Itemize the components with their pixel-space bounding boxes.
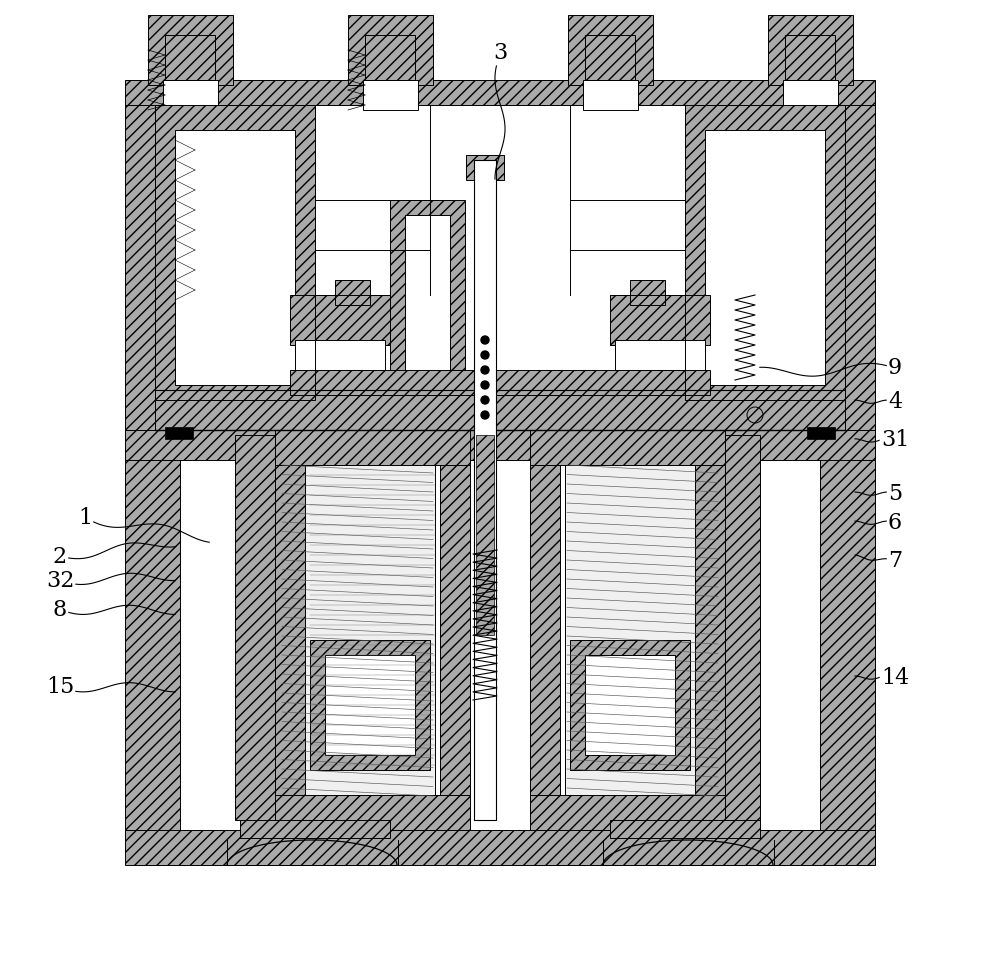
- Text: 32: 32: [46, 570, 74, 591]
- Bar: [390, 200, 465, 395]
- Bar: [165, 427, 193, 439]
- Bar: [615, 340, 705, 370]
- Text: 6: 6: [888, 512, 902, 533]
- Bar: [705, 130, 825, 385]
- Text: 8: 8: [53, 599, 67, 620]
- Bar: [610, 295, 710, 345]
- Bar: [290, 370, 710, 395]
- Bar: [807, 427, 835, 439]
- Bar: [585, 35, 635, 80]
- Bar: [530, 795, 725, 830]
- Text: 1: 1: [78, 507, 92, 529]
- Bar: [568, 15, 653, 85]
- Bar: [275, 465, 305, 795]
- Bar: [630, 280, 665, 305]
- Bar: [325, 655, 415, 755]
- Bar: [240, 820, 390, 838]
- Bar: [155, 105, 315, 400]
- Bar: [280, 460, 435, 800]
- Text: 2: 2: [53, 546, 67, 567]
- Circle shape: [481, 381, 489, 389]
- Bar: [583, 80, 638, 110]
- Circle shape: [481, 411, 489, 419]
- Bar: [335, 280, 370, 305]
- Bar: [570, 640, 690, 770]
- Bar: [476, 435, 494, 635]
- Bar: [530, 465, 560, 795]
- Bar: [785, 35, 835, 80]
- Bar: [163, 80, 218, 110]
- Text: 15: 15: [46, 677, 74, 698]
- Bar: [820, 430, 875, 850]
- Bar: [720, 435, 760, 820]
- Bar: [175, 130, 295, 385]
- Bar: [148, 15, 233, 85]
- Text: 14: 14: [881, 667, 909, 688]
- Circle shape: [481, 336, 489, 344]
- Bar: [565, 460, 720, 800]
- Bar: [585, 655, 675, 755]
- Bar: [845, 100, 875, 430]
- Bar: [290, 295, 390, 345]
- Bar: [610, 820, 760, 838]
- Bar: [165, 35, 215, 80]
- Bar: [275, 795, 470, 830]
- Bar: [125, 395, 875, 430]
- Bar: [474, 160, 496, 820]
- Text: 3: 3: [493, 43, 507, 64]
- Bar: [125, 100, 155, 430]
- Bar: [125, 80, 875, 105]
- Circle shape: [481, 396, 489, 404]
- Bar: [125, 430, 875, 460]
- Bar: [348, 15, 433, 85]
- Text: 31: 31: [881, 430, 909, 451]
- Bar: [685, 105, 845, 400]
- Text: 5: 5: [888, 483, 902, 504]
- Bar: [466, 155, 504, 180]
- Text: 7: 7: [888, 551, 902, 572]
- Bar: [363, 80, 418, 110]
- Bar: [695, 465, 725, 795]
- Circle shape: [481, 351, 489, 359]
- Bar: [235, 435, 275, 820]
- Text: 4: 4: [888, 391, 902, 412]
- Bar: [530, 430, 725, 465]
- Bar: [783, 80, 838, 110]
- Bar: [365, 35, 415, 80]
- Bar: [310, 640, 430, 770]
- Bar: [405, 215, 450, 385]
- Bar: [125, 430, 180, 850]
- Text: 9: 9: [888, 357, 902, 378]
- Bar: [768, 15, 853, 85]
- Bar: [295, 340, 385, 370]
- Bar: [440, 465, 470, 795]
- Bar: [125, 830, 875, 865]
- Bar: [275, 430, 470, 465]
- Circle shape: [481, 366, 489, 374]
